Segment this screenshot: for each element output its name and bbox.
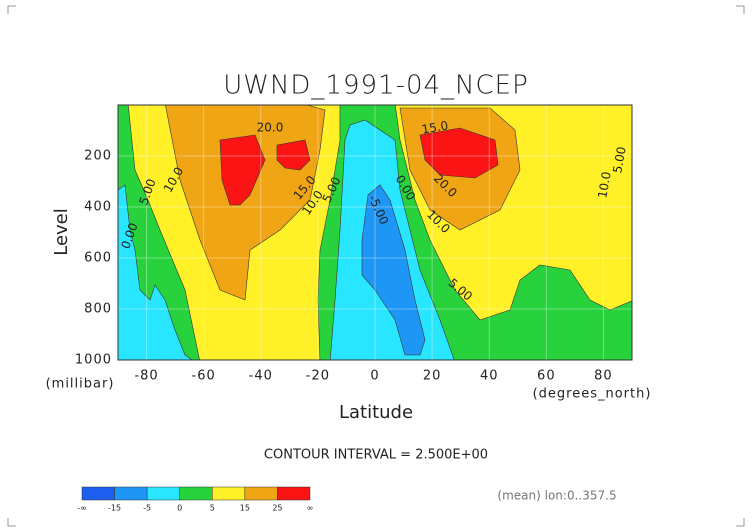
corner-marks [7, 5, 745, 527]
note: (mean) lon:0..357.5 [497, 489, 616, 503]
x-tick-label: -20 [306, 369, 330, 384]
x-tick-label: 20 [423, 369, 442, 384]
corner [736, 518, 745, 527]
contour-label: 10.0 [595, 171, 613, 200]
x-tick-label: 60 [537, 369, 556, 384]
colorbar-box [212, 486, 246, 501]
x-axis-label: Latitude [339, 402, 413, 423]
y-axis-unit: (millibar) [46, 377, 115, 392]
contour-region [118, 184, 193, 360]
y-tick-label: 200 [84, 149, 112, 164]
x-tick-label: -80 [134, 369, 158, 384]
colorbar-label: ∞ [307, 504, 314, 513]
contour-region [361, 184, 426, 356]
x-tick-label: -40 [249, 369, 273, 384]
x-tick-label: 40 [480, 369, 499, 384]
colorbar-box [244, 486, 278, 501]
corner [7, 5, 16, 14]
y-tick-label: 600 [84, 251, 112, 266]
corner [7, 518, 16, 527]
colorbar-box [146, 486, 180, 501]
contour-label: 20.0 [257, 121, 284, 135]
colorbar-label: -∞ [77, 504, 87, 513]
colorbar-label: -15 [108, 504, 121, 513]
colorbar-box [179, 486, 213, 501]
colorbar-box [114, 486, 148, 501]
x-tick-label: 80 [594, 369, 613, 384]
contour-region [419, 127, 499, 179]
y-tick-label: 800 [84, 302, 112, 317]
colorbar-label: 25 [272, 504, 282, 513]
contour-label: 5.00 [610, 146, 628, 175]
colorbar-box [277, 486, 311, 501]
x-tick-label: 0 [370, 369, 379, 384]
chart-title: UWND_1991-04_NCEP [223, 71, 529, 101]
colorbar-label: 0 [177, 504, 182, 513]
colorbar-box [81, 486, 115, 501]
contour-region [219, 134, 266, 206]
contour-field [118, 105, 632, 360]
x-axis-unit: (degrees_north) [533, 387, 652, 402]
colorbar-label: 15 [240, 504, 250, 513]
y-axis-label: Level [51, 208, 72, 256]
y-tick-label: 400 [84, 200, 112, 215]
x-tick-label: -60 [192, 369, 216, 384]
corner [736, 5, 745, 14]
colorbar-label: 5 [210, 504, 215, 513]
contour-label: 15.0 [421, 118, 450, 136]
y-tick-label: 1000 [75, 353, 112, 368]
contour-region [276, 139, 311, 171]
footer: CONTOUR INTERVAL = 2.500E+00 [264, 448, 488, 463]
colorbar-label: -5 [143, 504, 151, 513]
plot-frame [117, 104, 633, 361]
